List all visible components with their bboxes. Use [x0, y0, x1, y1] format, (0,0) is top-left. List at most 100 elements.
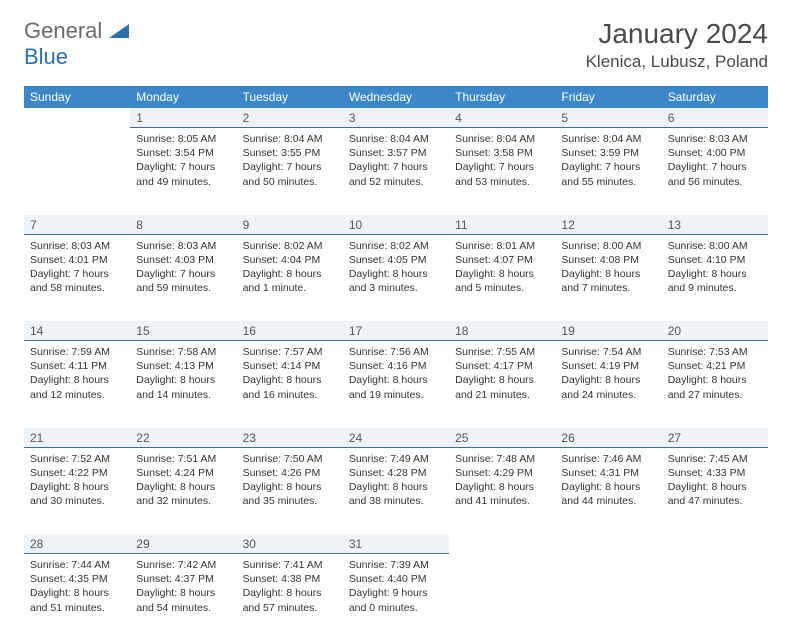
day-details: Sunrise: 8:04 AMSunset: 3:58 PMDaylight:…: [449, 128, 555, 195]
daylight-line: Daylight: 7 hours and 50 minutes.: [243, 161, 322, 187]
sunrise-line: Sunrise: 7:51 AM: [136, 453, 216, 465]
day-details: Sunrise: 8:03 AMSunset: 4:03 PMDaylight:…: [130, 235, 236, 302]
day-details: Sunrise: 7:48 AMSunset: 4:29 PMDaylight:…: [449, 448, 555, 515]
day-number: [662, 534, 768, 554]
daylight-line: Daylight: 7 hours and 49 minutes.: [136, 161, 215, 187]
sunset-line: Sunset: 4:00 PM: [668, 147, 746, 159]
content-row: Sunrise: 7:52 AM Sunset: 4:22 PM Daylight:…: [24, 447, 768, 534]
daylight-line: Daylight: 7 hours and 59 minutes.: [136, 268, 215, 294]
sunset-line: Sunset: 3:54 PM: [136, 147, 214, 159]
day-details: Sunrise: 8:00 AMSunset: 4:10 PMDaylight:…: [662, 235, 768, 302]
day-details: Sunrise: 8:04 AMSunset: 3:57 PMDaylight:…: [343, 128, 449, 195]
sunset-line: Sunset: 4:16 PM: [349, 360, 427, 372]
sunrise-line: Sunrise: 8:02 AM: [243, 240, 323, 252]
sunset-line: Sunset: 4:17 PM: [455, 360, 533, 372]
sunset-line: Sunset: 4:07 PM: [455, 254, 533, 266]
sunset-line: Sunset: 4:22 PM: [30, 467, 108, 479]
day-number: [24, 108, 130, 128]
sunset-line: Sunset: 4:35 PM: [30, 573, 108, 585]
day-number: 24: [343, 428, 449, 448]
day-number: 7: [24, 215, 130, 235]
sunrise-line: Sunrise: 7:57 AM: [243, 346, 323, 358]
day-cell: Sunrise: 8:00 AMSunset: 4:10 PMDaylight:…: [662, 234, 768, 321]
day-cell: Sunrise: 8:04 AMSunset: 3:55 PMDaylight:…: [237, 128, 343, 215]
day-details: Sunrise: 7:50 AMSunset: 4:26 PMDaylight:…: [237, 448, 343, 515]
sunrise-line: Sunrise: 8:01 AM: [455, 240, 535, 252]
sunset-line: Sunset: 4:19 PM: [561, 360, 639, 372]
day-details: Sunrise: 7:59 AMSunset: 4:11 PMDaylight:…: [24, 341, 130, 408]
daylight-line: Daylight: 7 hours and 53 minutes.: [455, 161, 534, 187]
sunrise-line: Sunrise: 7:56 AM: [349, 346, 429, 358]
weekday-header: Tuesday: [237, 86, 343, 108]
sunrise-line: Sunrise: 8:04 AM: [349, 133, 429, 145]
day-details: Sunrise: 7:53 AMSunset: 4:21 PMDaylight:…: [662, 341, 768, 408]
day-details: Sunrise: 8:02 AMSunset: 4:04 PMDaylight:…: [237, 235, 343, 302]
sunrise-line: Sunrise: 8:03 AM: [668, 133, 748, 145]
day-number: 11: [449, 215, 555, 235]
day-details: Sunrise: 7:45 AMSunset: 4:33 PMDaylight:…: [662, 448, 768, 515]
sunrise-line: Sunrise: 7:55 AM: [455, 346, 535, 358]
sunset-line: Sunset: 4:37 PM: [136, 573, 214, 585]
day-number: 5: [555, 108, 661, 128]
daylight-line: Daylight: 7 hours and 56 minutes.: [668, 161, 747, 187]
sunset-line: Sunset: 4:29 PM: [455, 467, 533, 479]
day-details: Sunrise: 8:05 AMSunset: 3:54 PMDaylight:…: [130, 128, 236, 195]
day-number: 3: [343, 108, 449, 128]
day-details: Sunrise: 7:41 AMSunset: 4:38 PMDaylight:…: [237, 554, 343, 621]
sunset-line: Sunset: 4:10 PM: [668, 254, 746, 266]
sunrise-line: Sunrise: 7:46 AM: [561, 453, 641, 465]
sunset-line: Sunset: 4:28 PM: [349, 467, 427, 479]
day-cell: Sunrise: 7:49 AMSunset: 4:28 PMDaylight:…: [343, 447, 449, 534]
day-number: 19: [555, 321, 661, 341]
day-number: 1: [130, 108, 236, 128]
logo-word1: General: [24, 18, 102, 43]
sunrise-line: Sunrise: 8:03 AM: [30, 240, 110, 252]
sunrise-line: Sunrise: 7:50 AM: [243, 453, 323, 465]
day-details: Sunrise: 7:57 AMSunset: 4:14 PMDaylight:…: [237, 341, 343, 408]
day-cell: Sunrise: 7:44 AMSunset: 4:35 PMDaylight:…: [24, 554, 130, 641]
sunrise-line: Sunrise: 7:52 AM: [30, 453, 110, 465]
title-block: January 2024 Klenica, Lubusz, Poland: [586, 18, 768, 72]
daylight-line: Daylight: 8 hours and 47 minutes.: [668, 481, 747, 507]
daylight-line: Daylight: 8 hours and 5 minutes.: [455, 268, 534, 294]
sunset-line: Sunset: 4:33 PM: [668, 467, 746, 479]
day-number: 27: [662, 428, 768, 448]
day-details: Sunrise: 7:44 AMSunset: 4:35 PMDaylight:…: [24, 554, 130, 621]
sunset-line: Sunset: 4:13 PM: [136, 360, 214, 372]
logo-word2: Blue: [24, 44, 68, 69]
content-row: Sunrise: 7:59 AMSunset: 4:11 PMDaylight:…: [24, 341, 768, 428]
sunrise-line: Sunrise: 7:42 AM: [136, 559, 216, 571]
sunset-line: Sunset: 3:55 PM: [243, 147, 321, 159]
day-number: 20: [662, 321, 768, 341]
weekday-header: Monday: [130, 86, 236, 108]
daylight-line: Daylight: 7 hours and 55 minutes.: [561, 161, 640, 187]
day-cell: Sunrise: 7:45 AMSunset: 4:33 PMDaylight:…: [662, 447, 768, 534]
weekday-header: Friday: [555, 86, 661, 108]
day-cell: [24, 128, 130, 215]
day-cell: Sunrise: 7:39 AMSunset: 4:40 PMDaylight:…: [343, 554, 449, 641]
day-number: 17: [343, 321, 449, 341]
day-details: Sunrise: 7:46 AMSunset: 4:31 PMDaylight:…: [555, 448, 661, 515]
day-cell: Sunrise: 8:04 AMSunset: 3:58 PMDaylight:…: [449, 128, 555, 215]
day-details: Sunrise: 7:42 AMSunset: 4:37 PMDaylight:…: [130, 554, 236, 621]
daylight-line: Daylight: 8 hours and 57 minutes.: [243, 587, 322, 613]
sunrise-line: Sunrise: 7:41 AM: [243, 559, 323, 571]
day-number: 2: [237, 108, 343, 128]
day-cell: Sunrise: 8:03 AM Sunset: 4:00 PM Daylight:…: [662, 128, 768, 215]
header: General Blue January 2024 Klenica, Lubus…: [24, 18, 768, 72]
content-row: Sunrise: 8:05 AMSunset: 3:54 PMDaylight:…: [24, 128, 768, 215]
daylight-line: Daylight: 8 hours and 44 minutes.: [561, 481, 640, 507]
day-cell: Sunrise: 7:52 AMSunset: 4:22 PMDaylight:…: [24, 447, 130, 534]
day-cell: Sunrise: 7:59 AMSunset: 4:11 PMDaylight:…: [24, 341, 130, 428]
logo-triangle-icon: [109, 24, 129, 38]
sunrise-line: Sunrise: 8:00 AM: [668, 240, 748, 252]
daylight-line: Daylight: 7 hours and 58 minutes.: [30, 268, 109, 294]
day-details: Sunrise: 7:55 AMSunset: 4:17 PMDaylight:…: [449, 341, 555, 408]
logo: General Blue: [24, 18, 129, 70]
day-details: Sunrise: 7:54 AMSunset: 4:19 PMDaylight:…: [555, 341, 661, 408]
sunset-line: Sunset: 4:01 PM: [30, 254, 108, 266]
calendar-header: SundayMondayTuesdayWednesdayThursdayFrid…: [24, 86, 768, 108]
day-cell: Sunrise: 8:04 AMSunset: 3:59 PMDaylight:…: [555, 128, 661, 215]
day-number: 6: [662, 108, 768, 128]
day-cell: Sunrise: 7:55 AMSunset: 4:17 PMDaylight:…: [449, 341, 555, 428]
